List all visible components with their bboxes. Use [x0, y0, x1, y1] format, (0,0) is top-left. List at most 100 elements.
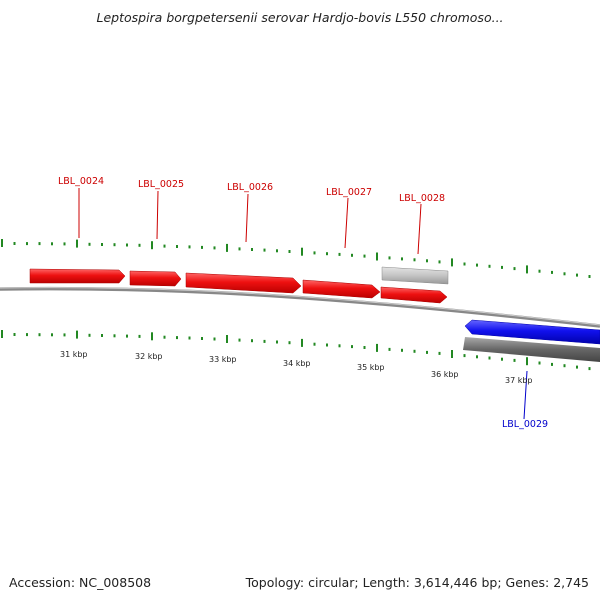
genome-title: Leptospira borgpetersenii serovar Hardjo…	[96, 10, 504, 25]
minor-tick	[363, 346, 366, 349]
scale-label-36kbp: 36 kbp	[431, 370, 459, 379]
gene-label-lbl-0028[interactable]: LBL_0028	[399, 193, 445, 204]
gene-label-lbl-0026[interactable]: LBL_0026	[227, 182, 273, 193]
minor-tick	[476, 263, 478, 267]
minor-tick	[326, 252, 328, 256]
minor-tick	[288, 250, 291, 253]
major-tick	[301, 338, 303, 347]
minor-tick	[488, 264, 491, 268]
minor-tick	[63, 333, 66, 337]
minor-tick	[176, 336, 178, 340]
minor-tick	[438, 260, 441, 264]
reverse-tick-row	[1, 330, 591, 371]
minor-tick	[51, 333, 53, 337]
major-tick	[526, 357, 528, 366]
minor-tick	[401, 257, 403, 261]
major-tick	[151, 241, 153, 250]
minor-tick	[363, 254, 366, 258]
minor-tick	[588, 367, 591, 371]
minor-tick	[488, 356, 491, 360]
minor-tick	[338, 344, 341, 348]
minor-tick	[101, 243, 103, 246]
gene-arrow-lbl-0029[interactable]	[464, 319, 600, 345]
minor-tick	[426, 350, 428, 354]
gene-arrow-lbl-0028-pseudo[interactable]	[381, 266, 449, 285]
major-tick	[76, 330, 78, 339]
major-tick	[76, 239, 78, 248]
genome-backbone-highlight	[0, 287, 600, 326]
major-tick	[376, 252, 378, 261]
gene-label-lbl-0024[interactable]: LBL_0024	[58, 176, 104, 187]
minor-tick	[26, 242, 28, 246]
minor-tick	[413, 258, 416, 262]
label-leader-lbl-0026	[245, 193, 249, 243]
minor-tick	[113, 243, 116, 247]
minor-tick	[551, 270, 553, 274]
major-tick	[376, 343, 378, 352]
major-tick	[151, 332, 153, 341]
gene-arrow-lbl-0028[interactable]	[380, 286, 448, 304]
minor-tick	[413, 349, 416, 353]
minor-tick	[213, 246, 216, 250]
gene-arrow-lbl-0025[interactable]	[129, 270, 182, 287]
reverse-strand-shading	[463, 337, 600, 362]
label-leader-lbl-0028	[417, 203, 422, 255]
minor-tick	[401, 348, 403, 352]
minor-tick	[351, 345, 353, 349]
minor-tick	[251, 248, 253, 251]
minor-tick	[501, 357, 503, 361]
minor-tick	[163, 335, 166, 339]
minor-tick	[113, 334, 116, 338]
minor-tick	[338, 252, 341, 256]
minor-tick	[276, 249, 278, 253]
gene-arrow-lbl-0027[interactable]	[302, 279, 381, 299]
forward-tick-row	[1, 239, 591, 278]
minor-tick	[163, 244, 166, 248]
minor-tick	[551, 362, 553, 366]
major-tick	[526, 265, 528, 274]
minor-tick	[13, 333, 16, 336]
minor-tick	[538, 269, 541, 273]
gene-arrow-lbl-0024[interactable]	[29, 268, 126, 284]
minor-tick	[463, 262, 466, 266]
minor-tick	[476, 355, 478, 359]
minor-tick	[263, 339, 266, 343]
minor-tick	[563, 272, 566, 276]
scale-label-37kbp: 37 kbp	[505, 376, 533, 385]
gene-label-lbl-0025[interactable]: LBL_0025	[138, 179, 184, 190]
minor-tick	[351, 253, 353, 257]
minor-tick	[313, 251, 316, 255]
minor-tick	[101, 334, 103, 337]
minor-tick	[126, 243, 128, 247]
minor-tick	[513, 267, 516, 271]
minor-tick	[426, 259, 428, 263]
scale-label-35kbp: 35 kbp	[357, 363, 385, 372]
minor-tick	[51, 242, 53, 246]
minor-tick	[188, 336, 191, 340]
minor-tick	[126, 334, 128, 338]
scale-label-34kbp: 34 kbp	[283, 359, 311, 368]
minor-tick	[463, 354, 466, 358]
minor-tick	[26, 333, 28, 337]
minor-tick	[576, 273, 578, 277]
gene-label-lbl-0027[interactable]: LBL_0027	[326, 187, 372, 198]
minor-tick	[438, 351, 441, 355]
minor-tick	[38, 333, 41, 337]
gene-arrow-lbl-0026[interactable]	[185, 272, 302, 294]
major-tick	[301, 247, 303, 256]
label-leader-lbl-0025	[156, 190, 159, 240]
scale-label-33kbp: 33 kbp	[209, 355, 237, 364]
scale-label-32kbp: 32 kbp	[135, 352, 163, 361]
genome-backbone	[0, 286, 600, 328]
major-tick	[451, 350, 453, 358]
gene-label-lbl-0029[interactable]: LBL_0029	[502, 419, 548, 430]
minor-tick	[213, 337, 216, 341]
minor-tick	[201, 245, 203, 249]
minor-tick	[238, 247, 241, 251]
minor-tick	[288, 341, 291, 345]
minor-tick	[538, 361, 541, 365]
major-tick	[1, 330, 3, 338]
minor-tick	[513, 358, 516, 362]
topology-summary: Topology: circular; Length: 3,614,446 bp…	[245, 575, 589, 590]
